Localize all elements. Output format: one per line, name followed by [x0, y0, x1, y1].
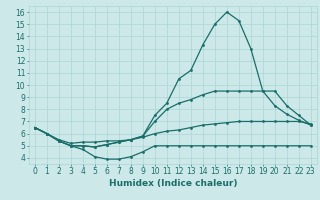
X-axis label: Humidex (Indice chaleur): Humidex (Indice chaleur): [108, 179, 237, 188]
